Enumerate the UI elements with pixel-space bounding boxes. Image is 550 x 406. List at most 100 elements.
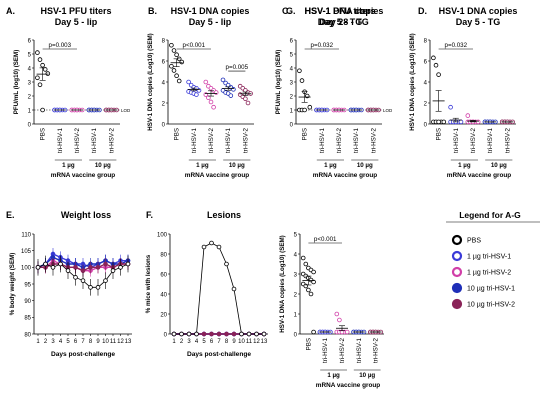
data-point: [465, 113, 471, 118]
y-tick-label: 6: [162, 59, 166, 65]
data-point: [171, 48, 177, 53]
y-tick-label: 100: [21, 266, 32, 272]
x-tick-label: tri-HSV-1: [322, 337, 329, 363]
data-point: [224, 331, 229, 337]
dose-label: 10 µg: [491, 162, 507, 169]
x-tick-label: 7: [217, 339, 221, 345]
y-axis-label: HSV-1 DNA copies (Log10) (SEM): [409, 33, 416, 130]
y-tick-label: 60: [160, 272, 167, 278]
y-tick-label: 80: [160, 252, 167, 258]
y-tick-label: 2: [162, 101, 166, 107]
panel-title: HSV-1 PFU titers: [40, 6, 111, 16]
data-point: [300, 255, 306, 261]
y-tick-label: 6: [28, 38, 32, 44]
group-0: [169, 42, 185, 84]
panel-subtitle: Day 5 - lip: [55, 17, 98, 27]
y-tick-label: 0: [28, 122, 32, 128]
x-axis-label: Days post-challenge: [187, 351, 251, 358]
y-tick-label: 4: [424, 80, 428, 86]
data-point: [201, 331, 207, 337]
group-2: [465, 113, 481, 125]
data-point: [80, 278, 86, 283]
y-tick-label: 3: [28, 80, 32, 86]
y-tick-label: 3: [294, 272, 298, 278]
x-tick-label: PBS: [305, 338, 312, 350]
data-point: [475, 119, 481, 125]
data-point: [118, 265, 123, 270]
group-1: [52, 107, 68, 113]
x-tick-label: tri-HSV-2: [208, 127, 215, 153]
y-tick-label: 105: [21, 249, 32, 255]
y-tick-label: 6: [424, 59, 428, 65]
y-tick-label: 8: [162, 38, 166, 44]
dose-label: 1 µg: [196, 162, 209, 169]
panel-title: HSV-1 DNA copies: [305, 6, 384, 16]
data-point: [37, 57, 43, 62]
panel-title: Lesions: [207, 210, 241, 220]
y-axis-label: PFU/mL (log10) (SEM): [275, 50, 282, 115]
panel-title: HSV-1 DNA copies: [171, 6, 250, 16]
data-point: [231, 286, 237, 292]
x-tick-label: 4: [195, 339, 199, 345]
data-point: [239, 331, 244, 337]
data-point: [245, 100, 251, 106]
data-point: [73, 275, 78, 280]
data-point: [254, 331, 259, 337]
y-tick-label: 2: [290, 94, 294, 100]
y-axis-label: PFU/mL (log10) (SEM): [13, 50, 20, 115]
y-tick-label: 4: [162, 80, 166, 86]
data-point: [436, 72, 441, 77]
x-axis-label: mRNA vaccine group: [185, 172, 249, 179]
dose-label: 10 µg: [95, 162, 111, 169]
panel-letter: E.: [6, 210, 15, 220]
data-point: [43, 261, 48, 267]
y-tick-label: 100: [157, 232, 168, 238]
x-tick-label: 7: [81, 339, 85, 345]
series-line: [174, 242, 264, 335]
x-tick-label: 12: [253, 339, 260, 345]
data-point: [334, 311, 340, 317]
data-point: [58, 261, 63, 267]
dose-label: 1 µg: [458, 162, 471, 169]
data-point: [243, 96, 248, 102]
data-point: [37, 82, 43, 88]
lod-label: LOD: [121, 108, 131, 113]
data-point: [179, 59, 185, 65]
data-point: [186, 331, 192, 337]
x-tick-label: tri-HSV-2: [370, 127, 377, 153]
x-tick-label: 11: [246, 339, 253, 345]
panel-subtitle: Day 28 - TG: [319, 17, 369, 27]
x-tick-label: PBS: [174, 128, 181, 140]
data-point: [171, 331, 177, 337]
x-tick-label: 12: [117, 339, 124, 345]
data-point: [216, 331, 222, 337]
legend-marker: [451, 234, 463, 246]
x-tick-label: tri-HSV-2: [339, 337, 346, 363]
data-point: [73, 265, 78, 270]
series-0: [35, 255, 131, 296]
data-point: [311, 329, 316, 335]
data-point: [220, 77, 226, 83]
data-point: [110, 268, 116, 273]
x-tick-label: tri-HSV-1: [356, 337, 363, 363]
x-tick-label: PBS: [436, 128, 443, 140]
dose-label: 10 µg: [357, 162, 373, 169]
data-point: [431, 55, 436, 61]
group-1: [186, 79, 202, 97]
legend-marker: [451, 298, 463, 310]
x-tick-label: 1: [36, 339, 40, 345]
x-tick-label: 8: [89, 339, 93, 345]
data-point: [206, 95, 211, 101]
x-tick-label: 5: [66, 339, 70, 345]
x-tick-label: 13: [261, 339, 268, 345]
group-3: [220, 77, 236, 98]
group-3: [348, 107, 364, 113]
legend-marker: [451, 250, 463, 262]
data-point: [103, 278, 108, 283]
x-tick-label: 4: [59, 339, 63, 345]
data-point: [80, 268, 86, 273]
data-point: [40, 62, 45, 68]
